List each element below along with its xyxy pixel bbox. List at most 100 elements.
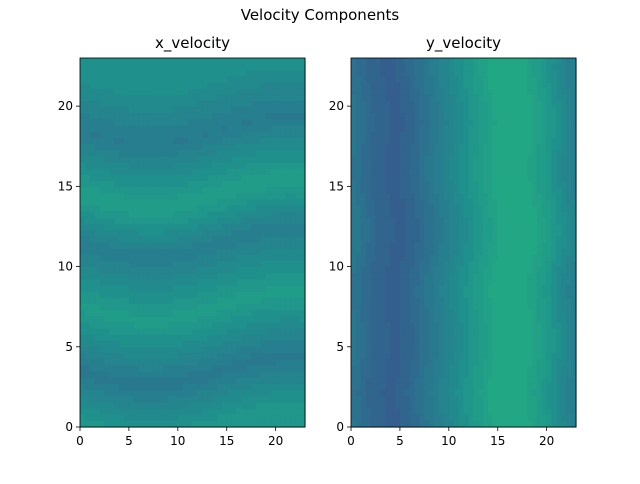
heatmap-cell bbox=[488, 218, 493, 225]
heatmap-cell bbox=[375, 341, 380, 348]
heatmap-cell bbox=[473, 132, 478, 139]
heatmap-cell bbox=[415, 329, 420, 336]
heatmap-cell bbox=[212, 163, 217, 170]
heatmap-cell bbox=[400, 249, 405, 256]
heatmap-cell bbox=[473, 341, 478, 348]
heatmap-cell bbox=[207, 378, 212, 385]
heatmap-cell bbox=[193, 322, 198, 329]
heatmap-cell bbox=[468, 138, 473, 145]
heatmap-cell bbox=[547, 83, 552, 90]
heatmap-cell bbox=[90, 322, 95, 329]
heatmap-cell bbox=[405, 163, 410, 170]
heatmap-cell bbox=[266, 64, 271, 71]
heatmap-cell bbox=[217, 316, 222, 323]
heatmap-cell bbox=[266, 267, 271, 274]
heatmap-cell bbox=[173, 243, 178, 250]
heatmap-cell bbox=[246, 378, 251, 385]
heatmap-cell bbox=[361, 156, 366, 163]
heatmap-cell bbox=[173, 267, 178, 274]
heatmap-cell bbox=[100, 187, 105, 194]
heatmap-cell bbox=[295, 384, 300, 391]
heatmap-cell bbox=[556, 341, 561, 348]
heatmap-cell bbox=[429, 101, 434, 108]
heatmap-cell bbox=[148, 187, 153, 194]
heatmap-cell bbox=[222, 310, 227, 317]
heatmap-cell bbox=[527, 126, 532, 133]
heatmap-cell bbox=[444, 279, 449, 286]
heatmap-cell bbox=[415, 230, 420, 237]
heatmap-cell bbox=[85, 193, 90, 200]
heatmap-cell bbox=[498, 310, 503, 317]
heatmap-cell bbox=[237, 243, 242, 250]
heatmap-cell bbox=[449, 193, 454, 200]
heatmap-cell bbox=[371, 236, 376, 243]
heatmap-cell bbox=[454, 120, 459, 127]
heatmap-cell bbox=[498, 261, 503, 268]
heatmap-cell bbox=[271, 298, 276, 305]
heatmap-cell bbox=[290, 409, 295, 416]
heatmap-cell bbox=[124, 175, 129, 182]
heatmap-cell bbox=[375, 322, 380, 329]
heatmap-cell bbox=[237, 255, 242, 262]
heatmap-cell bbox=[227, 421, 232, 428]
heatmap-cell bbox=[119, 206, 124, 213]
heatmap-cell bbox=[158, 421, 163, 428]
heatmap-cell bbox=[100, 298, 105, 305]
heatmap-cell bbox=[454, 341, 459, 348]
heatmap-cell bbox=[261, 335, 266, 342]
heatmap-cell bbox=[508, 322, 513, 329]
heatmap-cell bbox=[498, 193, 503, 200]
heatmap-cell bbox=[222, 175, 227, 182]
heatmap-cell bbox=[212, 175, 217, 182]
heatmap-cell bbox=[522, 83, 527, 90]
heatmap-cell bbox=[390, 279, 395, 286]
heatmap-cell bbox=[380, 279, 385, 286]
heatmap-cell bbox=[251, 298, 256, 305]
heatmap-cell bbox=[371, 76, 376, 83]
heatmap-cell bbox=[473, 286, 478, 293]
heatmap-cell bbox=[188, 335, 193, 342]
heatmap-cell bbox=[212, 224, 217, 231]
heatmap-cell bbox=[217, 409, 222, 416]
heatmap-cell bbox=[246, 230, 251, 237]
heatmap-cell bbox=[281, 150, 286, 157]
heatmap-cell bbox=[566, 347, 571, 354]
heatmap-cell bbox=[552, 120, 557, 127]
heatmap-cell bbox=[124, 113, 129, 120]
heatmap-cell bbox=[385, 286, 390, 293]
heatmap-cell bbox=[188, 76, 193, 83]
heatmap-cell bbox=[410, 113, 415, 120]
heatmap-cell bbox=[222, 70, 227, 77]
heatmap-cell bbox=[193, 89, 198, 96]
heatmap-cell bbox=[449, 286, 454, 293]
heatmap-cell bbox=[227, 415, 232, 422]
heatmap-cell bbox=[188, 402, 193, 409]
heatmap-cell bbox=[434, 347, 439, 354]
heatmap-cell bbox=[537, 298, 542, 305]
heatmap-cell bbox=[178, 218, 183, 225]
heatmap-cell bbox=[395, 113, 400, 120]
heatmap-cell bbox=[429, 89, 434, 96]
heatmap-cell bbox=[493, 218, 498, 225]
heatmap-cell bbox=[163, 402, 168, 409]
heatmap-cell bbox=[356, 335, 361, 342]
heatmap-cell bbox=[459, 113, 464, 120]
heatmap-cell bbox=[222, 199, 227, 206]
heatmap-cell bbox=[144, 409, 149, 416]
heatmap-cell bbox=[429, 341, 434, 348]
heatmap-cell bbox=[295, 322, 300, 329]
heatmap-cell bbox=[508, 199, 513, 206]
heatmap-cell bbox=[104, 64, 109, 71]
heatmap-cell bbox=[290, 144, 295, 151]
heatmap-cell bbox=[271, 402, 276, 409]
heatmap-cell bbox=[542, 322, 547, 329]
heatmap-cell bbox=[493, 255, 498, 262]
heatmap-cell bbox=[163, 218, 168, 225]
heatmap-cell bbox=[124, 261, 129, 268]
heatmap-cell bbox=[193, 150, 198, 157]
heatmap-cell bbox=[356, 169, 361, 176]
heatmap-cell bbox=[188, 243, 193, 250]
heatmap-cell bbox=[290, 163, 295, 170]
heatmap-cell bbox=[104, 163, 109, 170]
